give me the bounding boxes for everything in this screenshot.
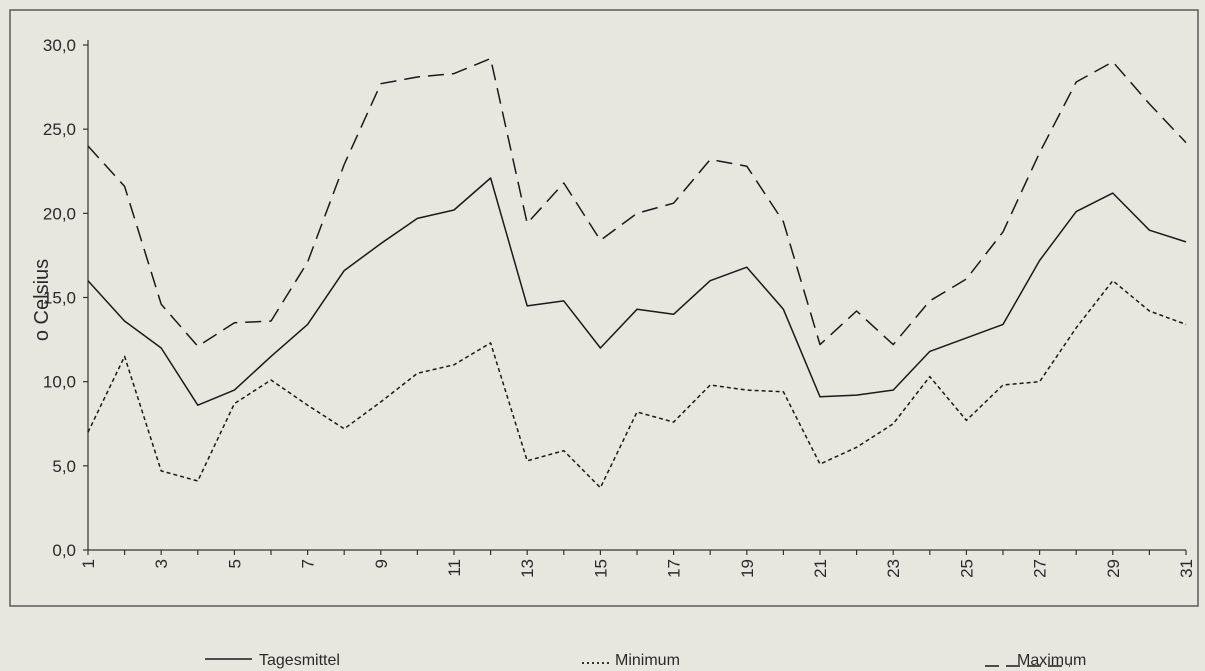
x-tick-label: 1 bbox=[79, 559, 98, 568]
series-lines bbox=[87, 57, 1187, 489]
chart-frame bbox=[9, 9, 1199, 607]
y-ticks: 0,0 5,0 10,0 15,0 20,0 25,0 30,0 bbox=[43, 36, 88, 560]
legend-label-tagesmittel: Tagesmittel bbox=[259, 652, 340, 669]
x-tick-label: 21 bbox=[811, 559, 830, 578]
legend-label-minimum: Minimum bbox=[615, 652, 680, 669]
series-line-minimum bbox=[87, 279, 1187, 489]
legend: Tagesmittel Minimum Maximum bbox=[205, 652, 1086, 669]
x-tick-label: 3 bbox=[152, 559, 171, 568]
x-tick-label: 25 bbox=[957, 559, 976, 578]
x-tick-label: 5 bbox=[225, 559, 244, 568]
x-ticks: 1 3 5 7 9 11 13 15 17 19 21 23 25 27 29 31 bbox=[79, 550, 1196, 578]
x-tick-label: 19 bbox=[738, 559, 757, 578]
x-tick-label: 31 bbox=[1177, 559, 1196, 578]
x-tick-label: 23 bbox=[884, 559, 903, 578]
y-tick-label: 0,0 bbox=[52, 541, 76, 560]
y-tick-label: 20,0 bbox=[43, 204, 76, 223]
y-tick-label: 30,0 bbox=[43, 36, 76, 55]
axes bbox=[87, 40, 1186, 551]
y-tick-label: 10,0 bbox=[43, 373, 76, 392]
x-tick-label: 11 bbox=[445, 559, 464, 577]
x-tick-label: 9 bbox=[372, 559, 391, 568]
y-axis-label: o Celsius bbox=[31, 259, 53, 341]
x-tick-label: 15 bbox=[591, 559, 610, 578]
series-line-tagesmittel bbox=[87, 177, 1187, 406]
x-tick-label: 17 bbox=[665, 559, 684, 578]
x-tick-label: 29 bbox=[1104, 559, 1123, 578]
y-tick-label: 15,0 bbox=[43, 289, 76, 308]
x-tick-label: 27 bbox=[1031, 559, 1050, 578]
y-tick-label: 5,0 bbox=[52, 457, 76, 476]
legend-label-maximum: Maximum bbox=[1017, 652, 1086, 669]
y-tick-label: 25,0 bbox=[43, 120, 76, 139]
x-tick-label: 7 bbox=[299, 559, 318, 568]
series-line-maximum bbox=[87, 57, 1187, 348]
x-tick-label: 13 bbox=[518, 559, 537, 578]
